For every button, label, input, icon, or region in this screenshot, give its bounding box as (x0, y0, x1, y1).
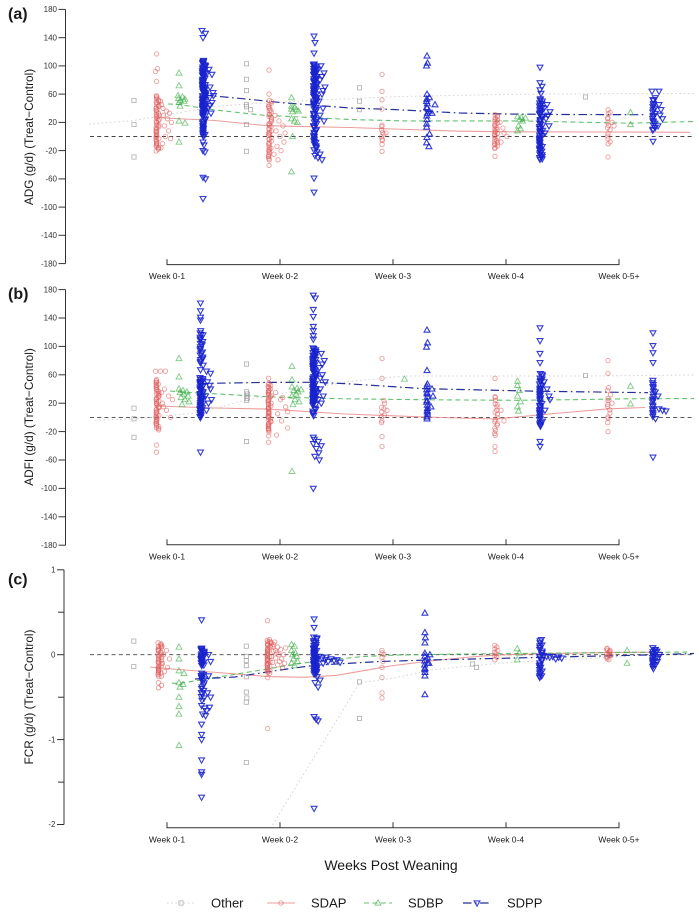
svg-text:Other: Other (211, 896, 244, 911)
svg-text:SDAP: SDAP (311, 896, 346, 911)
svg-text:1: 1 (51, 566, 56, 575)
svg-text:140: 140 (44, 33, 58, 42)
svg-text:20: 20 (48, 399, 57, 408)
svg-text:-180: -180 (41, 541, 58, 550)
svg-text:Week 0-4: Week 0-4 (488, 551, 524, 561)
svg-text:Weeks Post Weaning: Weeks Post Weaning (324, 857, 457, 873)
svg-text:-1: -1 (48, 735, 56, 744)
svg-text:ADG (g/d) (Treat−Control): ADG (g/d) (Treat−Control) (22, 69, 36, 205)
svg-text:-140: -140 (41, 513, 58, 522)
svg-text:Week 0-4: Week 0-4 (488, 271, 524, 281)
svg-text:-100: -100 (41, 484, 58, 493)
svg-text:ADFI (g/d) (Treat−Control): ADFI (g/d) (Treat−Control) (22, 348, 36, 486)
svg-text:-2: -2 (48, 820, 56, 829)
svg-text:Week 0-1: Week 0-1 (149, 551, 185, 561)
svg-text:FCR (g/d) (Treat−Control): FCR (g/d) (Treat−Control) (22, 629, 36, 764)
svg-text:140: 140 (44, 314, 58, 323)
svg-text:Week 0-2: Week 0-2 (262, 271, 298, 281)
svg-text:-20: -20 (45, 146, 57, 155)
svg-text:60: 60 (48, 90, 57, 99)
svg-text:Week 0-3: Week 0-3 (375, 551, 411, 561)
svg-text:(a): (a) (8, 6, 28, 23)
svg-text:Week 0-1: Week 0-1 (149, 271, 185, 281)
svg-text:Week 0-5+: Week 0-5+ (598, 834, 639, 844)
svg-text:Week 0-4: Week 0-4 (488, 834, 524, 844)
svg-text:100: 100 (44, 62, 58, 71)
svg-text:-60: -60 (45, 456, 57, 465)
svg-text:Week 0-3: Week 0-3 (375, 834, 411, 844)
svg-text:Week 0-2: Week 0-2 (262, 834, 298, 844)
svg-text:Week 0-2: Week 0-2 (262, 551, 298, 561)
svg-text:Week 0-3: Week 0-3 (375, 271, 411, 281)
svg-text:60: 60 (48, 371, 57, 380)
svg-text:-100: -100 (41, 203, 58, 212)
svg-text:180: 180 (44, 5, 58, 14)
svg-text:0: 0 (51, 650, 56, 659)
svg-text:Week 0-5+: Week 0-5+ (598, 271, 639, 281)
svg-text:-140: -140 (41, 231, 58, 240)
svg-text:-20: -20 (45, 427, 57, 436)
svg-text:Week 0-5+: Week 0-5+ (598, 551, 639, 561)
svg-text:(c): (c) (8, 572, 28, 589)
svg-text:180: 180 (44, 285, 58, 294)
svg-text:SDBP: SDBP (408, 896, 443, 911)
svg-text:100: 100 (44, 342, 58, 351)
svg-text:20: 20 (48, 118, 57, 127)
svg-text:Week 0-1: Week 0-1 (149, 834, 185, 844)
svg-text:-180: -180 (41, 259, 58, 268)
svg-text:(b): (b) (8, 286, 28, 303)
svg-text:SDPP: SDPP (507, 896, 542, 911)
svg-text:-60: -60 (45, 175, 57, 184)
